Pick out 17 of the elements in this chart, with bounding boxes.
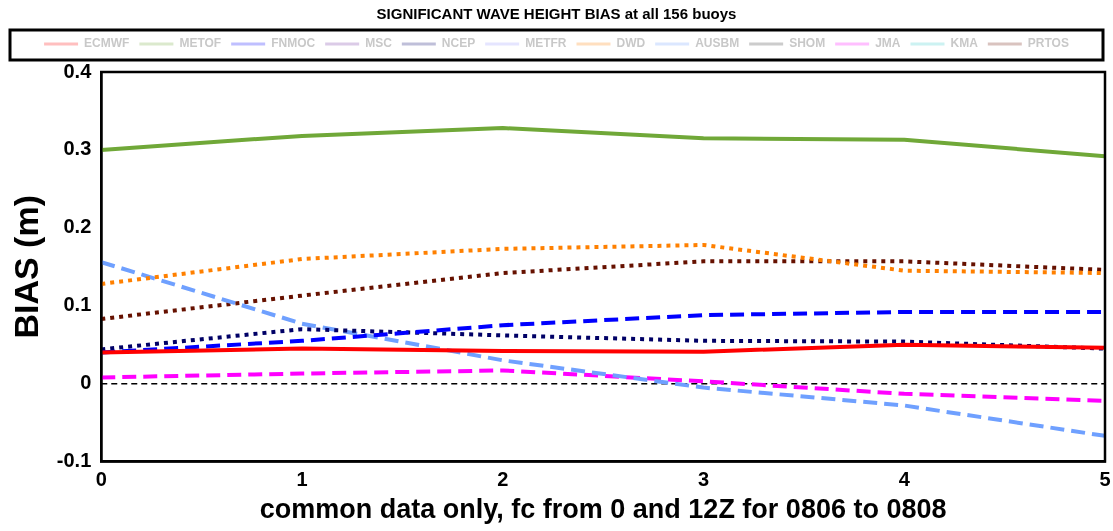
x-tick-label: 4: [898, 468, 911, 491]
x-tick-label: 5: [1099, 468, 1111, 491]
line-series: [101, 260, 1105, 438]
y-tick-label: -0.1: [56, 449, 92, 472]
x-tick-label: 0: [95, 468, 107, 491]
y-tick-label: 0.3: [63, 137, 92, 160]
x-tick-label: 1: [296, 468, 308, 491]
y-tick-label: 0.2: [63, 215, 92, 238]
y-tick-label: 0.1: [63, 293, 92, 316]
x-tick-label: 2: [497, 468, 509, 491]
line-series: [101, 327, 1105, 352]
x-axis-title: common data only, fc from 0 and 12Z for 0806 to 0808: [259, 494, 947, 525]
y-axis-title: BIAS (m): [6, 195, 45, 339]
x-tick-label: 3: [697, 468, 710, 491]
chart-title: SIGNIFICANT WAVE HEIGHT BIAS at all 156 buoys: [376, 5, 737, 23]
y-tick-label: 0: [80, 371, 92, 394]
y-tick-label: 0.4: [63, 59, 93, 82]
